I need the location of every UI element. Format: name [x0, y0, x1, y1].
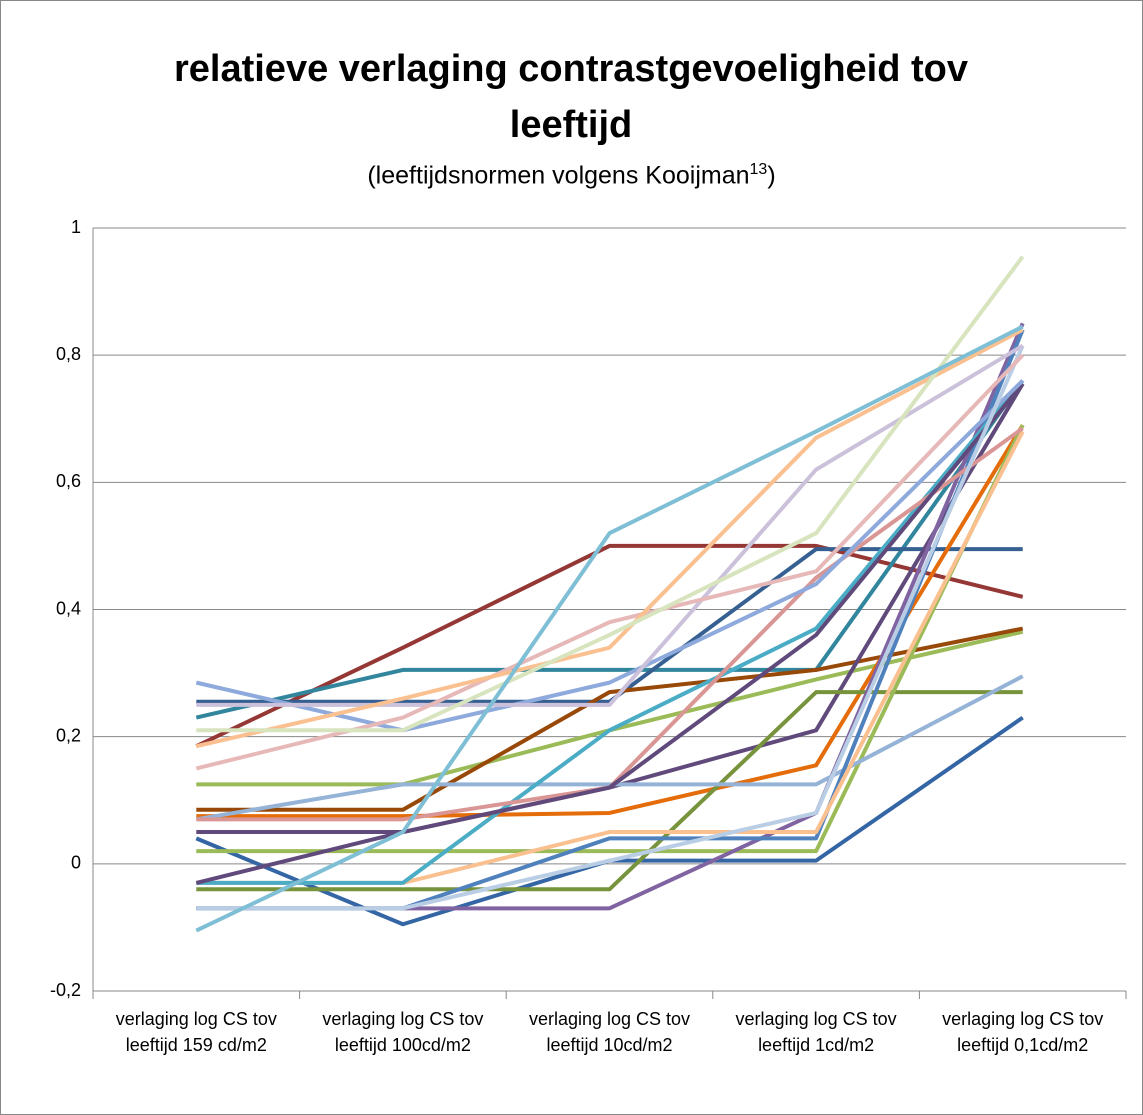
series-line: [195, 324, 1024, 933]
series-line: [195, 353, 1025, 771]
series-line: [195, 327, 1024, 749]
series-line: [195, 543, 1024, 749]
y-tick-label: 1: [71, 217, 81, 237]
x-tick-label: verlaging log CS tov leeftijd 100cd/m2: [322, 1009, 484, 1055]
series-line: [196, 690, 1023, 892]
y-tick-label: 0,2: [56, 725, 81, 745]
y-tick-label: 0: [71, 853, 81, 873]
y-tick-label: -0,2: [50, 980, 81, 1000]
series-line: [196, 424, 1025, 854]
subtitle-end: ): [767, 161, 776, 190]
chart-subtitle: (leeftijdsnormen volgens Kooijman13): [1, 161, 1142, 190]
series-line: [195, 674, 1024, 822]
x-tick-label: verlaging log CS tov leeftijd 0,1cd/m2: [942, 1009, 1104, 1055]
x-tick-label: verlaging log CS tov leeftijd 159 cd/m2: [115, 1009, 277, 1055]
series-line: [196, 379, 1025, 885]
y-tick-label: 0,6: [56, 471, 81, 491]
series-line: [196, 382, 1025, 835]
series-line: [195, 379, 1025, 720]
y-tick-label: 0,8: [56, 344, 81, 364]
series-line: [196, 344, 1025, 911]
x-tick-label: verlaging log CS tov leeftijd 1cd/m2: [735, 1009, 897, 1055]
subtitle-text: (leeftijdsnormen volgens Kooijman: [367, 161, 750, 190]
subtitle-superscript: 13: [749, 161, 768, 178]
series-line: [196, 343, 1024, 707]
series-line: [195, 382, 1025, 885]
chart-title: relatieve verlaging contrastgevoeligheid…: [173, 48, 969, 146]
series-line: [196, 255, 1025, 733]
x-tick-label: verlaging log CS tov leeftijd 10cd/m2: [528, 1009, 691, 1055]
y-tick-label: 0,4: [56, 598, 81, 618]
